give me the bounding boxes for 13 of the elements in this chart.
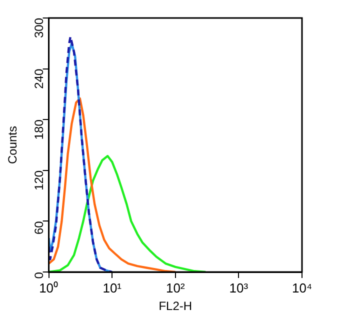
y-tick-label: 0 (32, 272, 46, 279)
y-tick-label: 240 (32, 68, 46, 89)
y-tick-label: 300 (32, 18, 46, 38)
x-tick-label: 10¹ (102, 280, 122, 296)
x-tick-label: 10² (166, 280, 186, 296)
y-axis-title: Counts (6, 126, 20, 164)
x-axis-title: FL2-H (158, 299, 192, 314)
y-tick-label: 120 (32, 170, 46, 190)
x-tick-label: 10³ (229, 280, 249, 296)
x-tick-label: 10⁴ (292, 280, 312, 296)
y-tick-label: 180 (32, 119, 46, 140)
x-tick-label: 10⁰ (39, 280, 59, 296)
y-tick-label: 60 (32, 220, 46, 235)
